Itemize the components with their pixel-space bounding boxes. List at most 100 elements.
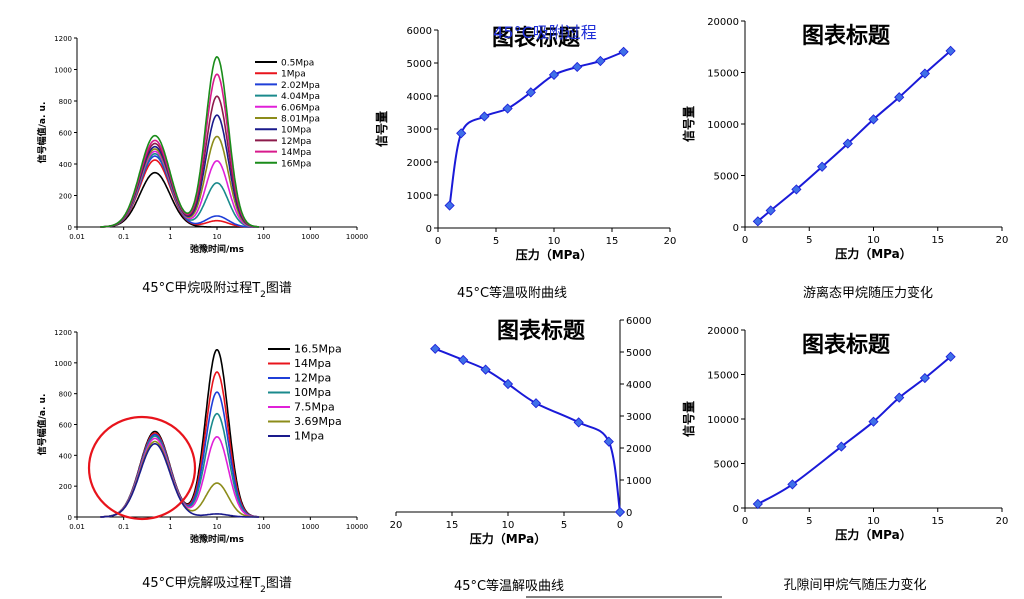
x-tick-label: 10000 [346, 233, 368, 241]
x-axis-label: 弛豫时间/ms [190, 533, 244, 545]
data-point [479, 111, 490, 122]
data-point [894, 392, 905, 403]
y-tick-label: 20000 [707, 326, 739, 337]
y-tick-label: 1000 [407, 191, 432, 202]
overlay-title: 45°C吸附过程 [493, 23, 597, 42]
y-axis-label: 信号量 [681, 401, 696, 437]
y-tick-label: 400 [59, 452, 72, 460]
x-tick-label: 0.01 [69, 523, 85, 531]
caption-text: 45°C甲烷吸附过程T [142, 281, 260, 296]
data-point [945, 351, 956, 362]
x-tick-label: 10 [213, 523, 222, 531]
data-point [817, 161, 828, 172]
x-tick-label: 10 [867, 235, 880, 246]
legend-entry: 12Mpa [294, 372, 331, 385]
data-point [573, 417, 584, 428]
x-tick-label: 1000 [301, 233, 319, 241]
x-tick-label: 5 [806, 235, 812, 246]
x-tick-label: 0 [617, 520, 623, 531]
legend-entry: 16.5Mpa [294, 343, 342, 356]
legend-entry: 4.04Mpa [281, 92, 320, 102]
x-tick-label: 0.01 [69, 233, 85, 241]
x-tick-label: 5 [806, 516, 812, 527]
x-tick-label: 1000 [301, 523, 319, 531]
y-tick-label: 1200 [54, 329, 72, 337]
x-tick-label: 10 [548, 236, 561, 247]
panel-title: 图表标题 [802, 332, 891, 358]
x-tick-label: 15 [606, 236, 619, 247]
p1-panel: 0.01 0.1 1 10 100 1000 10000 0 200 400 600 800 1000 1… [36, 35, 368, 300]
data-point [502, 378, 514, 390]
data-point [919, 68, 930, 79]
caption-tail: 图谱 [266, 576, 292, 591]
x-tick-label: 100 [257, 523, 270, 531]
y-axis-label: 信号量 [374, 111, 389, 147]
y-tick-label: 5000 [407, 59, 432, 70]
y-tick-label: 800 [59, 391, 72, 399]
panel-caption: 游离态甲烷随压力变化 [803, 285, 933, 301]
data-point [444, 200, 455, 211]
p4-panel: 0.01 0.1 1 10 100 1000 10000 0 200 400 600 800 1000 1… [36, 329, 368, 595]
y-tick-label: 6000 [407, 26, 432, 37]
p5-panel: 20 15 10 5 00 1000 2000 3000 4000 5000 6000 压力（MPa）… [390, 316, 722, 598]
x-axis-label: 压力（MPa） [835, 527, 912, 542]
y-tick-label: 600 [59, 422, 72, 430]
x-tick-label: 10 [867, 516, 880, 527]
x-tick-label: 1 [168, 233, 172, 241]
legend-entry: 16Mpa [281, 159, 311, 169]
y-tick-label: 3000 [407, 125, 432, 136]
y-tick-label: 0 [733, 223, 739, 234]
data-point [752, 498, 763, 510]
legend-entry: 6.06Mpa [281, 103, 320, 113]
x-tick-label: 20 [664, 236, 677, 247]
panel-caption: 孔隙间甲烷气随压力变化 [783, 577, 926, 593]
y-tick-label: 1000 [626, 476, 651, 487]
caption-text: 45°C甲烷解吸过程T [142, 576, 260, 591]
legend-entry: 10Mpa [281, 126, 311, 136]
x-tick-label: 20 [996, 235, 1009, 246]
p3-panel: 0 5 10 15 20 0 5000 10000 15000 20000 压力（MPa） 信号量 图表… [681, 17, 1008, 301]
y-tick-label: 400 [59, 161, 72, 169]
data-point [618, 46, 629, 57]
data-point [836, 441, 847, 452]
x-tick-label: 20 [390, 520, 403, 531]
legend-entry: 1Mpa [294, 430, 324, 443]
y-tick-label: 4000 [407, 92, 432, 103]
y-tick-label: 5000 [626, 348, 651, 359]
data-point [868, 114, 879, 125]
caption-tail: 图谱 [266, 281, 292, 296]
y-tick-label: 1000 [54, 67, 72, 75]
x-tick-label: 0 [742, 235, 748, 246]
panel-caption: 45°C等温解吸曲线 [454, 578, 564, 594]
data-point [787, 479, 798, 490]
x-axis-label: 弛豫时间/ms [190, 243, 244, 255]
panel-title: 图表标题 [492, 25, 581, 51]
x-tick-label: 10 [502, 520, 515, 531]
legend-entry: 1Mpa [281, 70, 306, 80]
legend-entry: 10Mpa [294, 386, 331, 399]
x-tick-label: 1 [168, 523, 172, 531]
y-tick-label: 6000 [626, 316, 651, 327]
legend-entry: 12Mpa [281, 137, 311, 147]
caption-subscript: 2 [260, 290, 266, 300]
legend-entry: 8.01Mpa [281, 115, 320, 125]
x-tick-label: 10 [213, 233, 222, 241]
series-line-0.5Mpa [100, 171, 259, 228]
x-axis-label: 压力（MPa） [835, 246, 912, 261]
x-tick-label: 5 [561, 520, 567, 531]
p6-panel: 0 5 10 15 20 0 5000 10000 15000 20000 压力（MPa） 信号量 图表… [681, 326, 1008, 593]
y-tick-label: 5000 [714, 172, 739, 183]
data-point [603, 436, 614, 447]
y-tick-label: 800 [59, 98, 72, 106]
y-axis-label: 信号量 [681, 106, 696, 142]
panel-title: 图表标题 [802, 23, 891, 49]
data-point [614, 506, 626, 518]
y-tick-label: 5000 [714, 460, 739, 471]
legend-entry: 14Mpa [281, 148, 311, 158]
legend-entry: 0.5Mpa [281, 59, 314, 69]
data-point [480, 364, 491, 375]
data-point [530, 398, 542, 409]
y-axis-label: 信号幅值/a. u. [36, 102, 48, 164]
data-point [572, 61, 583, 73]
